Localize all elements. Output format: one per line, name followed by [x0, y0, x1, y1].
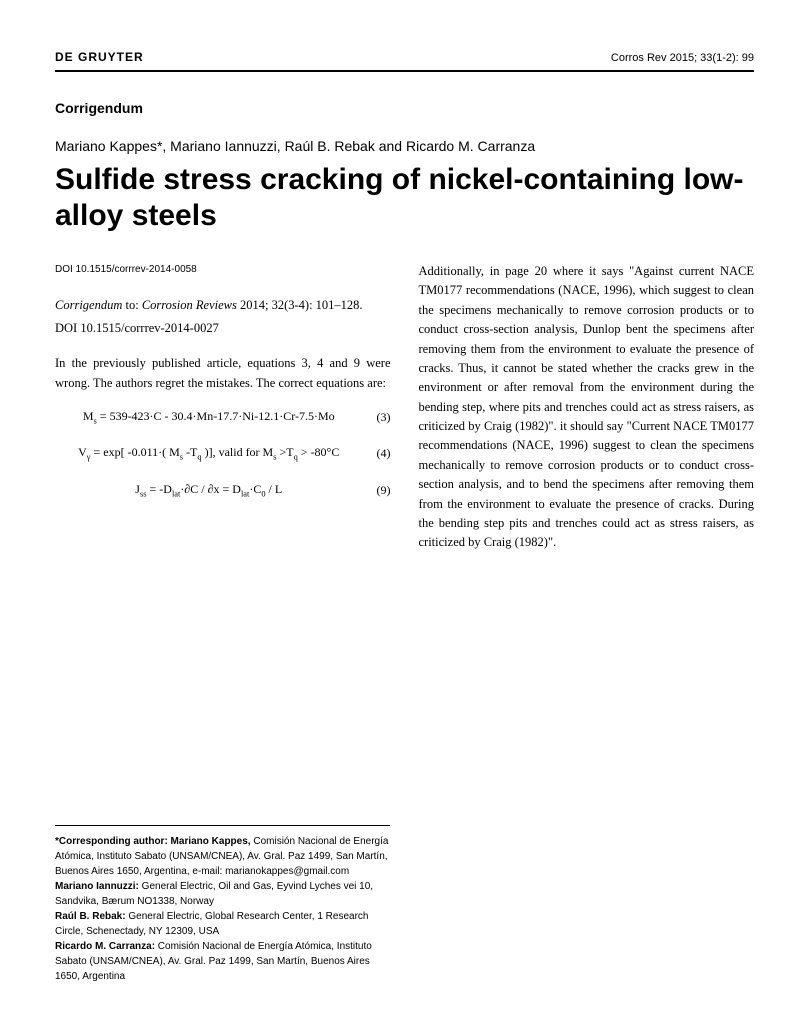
equation-row: Ms = 539-423·C - 30.4·Mn-17.7·Ni-12.1·Cr…	[55, 407, 391, 427]
corrigendum-suffix: 2014; 32(3-4): 101–128.	[237, 298, 363, 312]
footnote-item: Ricardo M. Carranza: Comisión Nacional d…	[55, 939, 390, 984]
corrigendum-middle: to:	[122, 298, 141, 312]
article-title: Sulfide stress cracking of nickel-contai…	[55, 162, 754, 234]
content-columns: DOI 10.1515/corrrev-2014-0058 Corrigendu…	[55, 262, 754, 553]
author-affiliations: *Corresponding author: Mariano Kappes, C…	[55, 825, 390, 984]
article-doi: DOI 10.1515/corrrev-2014-0058	[55, 262, 391, 278]
journal-name: Corrosion Reviews	[142, 298, 237, 312]
intro-paragraph: In the previously published article, equ…	[55, 354, 391, 393]
equation-row: Jss = -Dlat·∂C / ∂x = Dlat·C0 / L (9)	[55, 480, 391, 500]
left-column: DOI 10.1515/corrrev-2014-0058 Corrigendu…	[55, 262, 391, 553]
author-list: Mariano Kappes*, Mariano Iannuzzi, Raúl …	[55, 138, 754, 154]
publisher-name: DE GRUYTER	[55, 50, 144, 64]
footnote-label: Mariano Iannuzzi:	[55, 881, 139, 892]
equation-number: (9)	[363, 481, 391, 500]
corrigendum-reference: Corrigendum to: Corrosion Reviews 2014; …	[55, 296, 391, 315]
original-doi: DOI 10.1515/corrrev-2014-0027	[55, 319, 391, 338]
footnote-item: *Corresponding author: Mariano Kappes, C…	[55, 834, 390, 879]
equation-row: Vγ = exp[ -0.011·( Ms -Tq )], valid for …	[55, 443, 391, 463]
section-label: Corrigendum	[55, 100, 754, 116]
equation-content: Jss = -Dlat·∂C / ∂x = Dlat·C0 / L	[55, 480, 363, 500]
equation-number: (4)	[363, 444, 391, 463]
equation-content: Ms = 539-423·C - 30.4·Mn-17.7·Ni-12.1·Cr…	[55, 407, 363, 427]
citation-info: Corros Rev 2015; 33(1-2): 99	[611, 52, 754, 64]
page-header: DE GRUYTER Corros Rev 2015; 33(1-2): 99	[55, 50, 754, 72]
equation-number: (3)	[363, 408, 391, 427]
equation-content: Vγ = exp[ -0.011·( Ms -Tq )], valid for …	[55, 443, 363, 463]
footnote-label: Ricardo M. Carranza:	[55, 941, 155, 952]
right-column: Additionally, in page 20 where it says "…	[419, 262, 755, 553]
equations-block: Ms = 539-423·C - 30.4·Mn-17.7·Ni-12.1·Cr…	[55, 407, 391, 500]
footnote-item: Raúl B. Rebak: General Electric, Global …	[55, 909, 390, 939]
footnote-item: Mariano Iannuzzi: General Electric, Oil …	[55, 879, 390, 909]
footnote-label: Raúl B. Rebak:	[55, 911, 126, 922]
corrigendum-prefix: Corrigendum	[55, 298, 122, 312]
footnote-label: *Corresponding author: Mariano Kappes,	[55, 836, 251, 847]
